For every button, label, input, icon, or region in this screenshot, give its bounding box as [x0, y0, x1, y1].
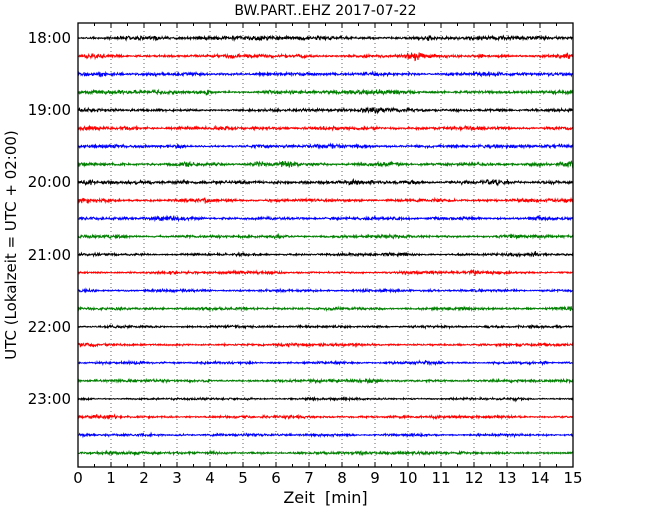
trace-waveform-22:30 [77, 359, 574, 367]
y-tick-label-21:00: 21:00 [27, 245, 71, 264]
trace-waveform-18:00 [77, 34, 574, 42]
trace-waveform-19:45 [77, 160, 574, 169]
trace-waveform-22:45 [77, 377, 574, 385]
trace-waveform-22:00 [77, 323, 574, 330]
y-tick-label-20:00: 20:00 [27, 173, 71, 192]
trace-waveform-18:45 [77, 88, 574, 96]
x-axis-label: Zeit [min] [283, 488, 368, 507]
trace-waveform-18:30 [77, 70, 574, 78]
x-tick-label-0: 0 [73, 469, 83, 487]
trace-waveform-21:45 [77, 305, 574, 312]
trace-waveform-20:00 [77, 177, 574, 187]
x-tick-label-7: 7 [304, 469, 314, 487]
x-tick-label-12: 12 [464, 469, 484, 487]
x-tick-label-5: 5 [238, 469, 248, 487]
x-tick-label-13: 13 [497, 469, 517, 487]
trace-waveform-19:00 [77, 106, 574, 115]
x-tick-label-4: 4 [205, 469, 215, 487]
trace-waveform-21:00 [77, 251, 574, 259]
trace-waveform-23:30 [77, 431, 574, 439]
x-tick-label-3: 3 [172, 469, 182, 487]
x-tick-label-11: 11 [431, 469, 451, 487]
x-tick-label-10: 10 [398, 469, 418, 487]
trace-waveform-20:30 [77, 214, 574, 223]
x-tick-label-14: 14 [530, 469, 550, 487]
trace-waveform-19:15 [77, 124, 574, 132]
chart-title: BW.PART..EHZ 2017-07-22 [234, 3, 417, 19]
x-tick-label-6: 6 [271, 469, 281, 487]
x-tick-label-15: 15 [563, 469, 583, 487]
trace-waveform-20:15 [77, 196, 574, 205]
trace-waveform-23:45 [77, 449, 574, 457]
x-tick-label-9: 9 [370, 469, 380, 487]
trace-waveform-18:15 [77, 52, 574, 62]
y-tick-label-18:00: 18:00 [27, 29, 71, 47]
trace-waveform-23:00 [77, 395, 574, 403]
trace-waveform-19:30 [77, 142, 574, 150]
y-tick-label-19:00: 19:00 [27, 101, 71, 120]
x-tick-label-8: 8 [337, 469, 347, 487]
trace-waveform-22:15 [77, 341, 574, 348]
x-tick-label-1: 1 [106, 469, 116, 487]
trace-waveform-21:30 [77, 287, 574, 294]
plot-frame [77, 22, 574, 468]
trace-waveform-23:15 [77, 413, 573, 421]
trace-waveform-20:45 [77, 232, 574, 240]
x-tick-label-2: 2 [139, 469, 149, 487]
trace-waveform-21:15 [77, 269, 574, 276]
y-tick-label-22:00: 22:00 [27, 317, 71, 336]
y-tick-label-23:00: 23:00 [27, 389, 71, 408]
